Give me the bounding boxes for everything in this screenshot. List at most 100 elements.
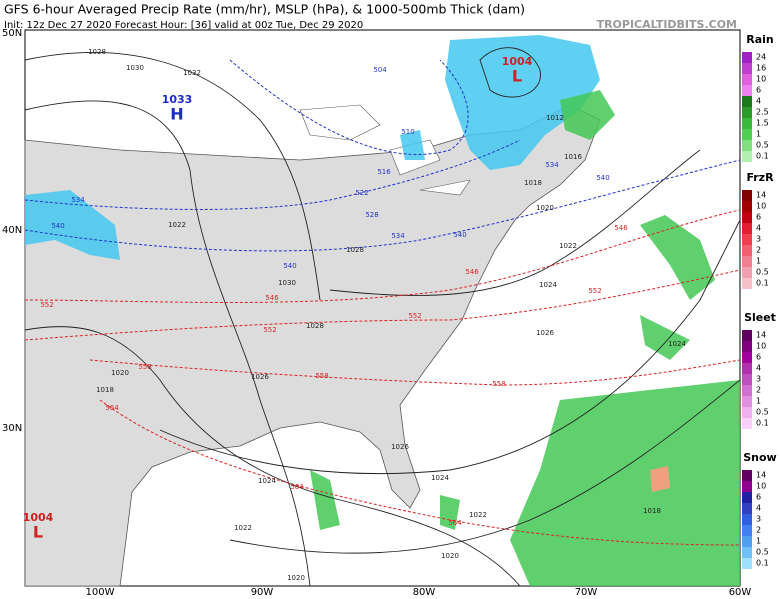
- lon-label: 60W: [729, 587, 752, 598]
- legend-tick: 4: [756, 364, 761, 373]
- legend-tick: 6: [756, 353, 761, 362]
- legend-swatch: [742, 151, 752, 162]
- isobar-label: 1016: [564, 153, 582, 161]
- mixed-area: [650, 466, 670, 492]
- snow-area: [25, 190, 120, 260]
- legend-tick: 4: [756, 504, 761, 513]
- isobar-label: 1028: [346, 246, 364, 254]
- isobar-label: 1022: [559, 242, 577, 250]
- legend-swatch: [742, 374, 752, 385]
- isobar-label: 1020: [441, 552, 459, 560]
- legend-swatch: [742, 52, 752, 63]
- legend-tick: 1: [756, 537, 761, 546]
- legend-tick: 16: [756, 64, 766, 73]
- legend-tick: 1: [756, 397, 761, 406]
- legend-tick: 0.5: [756, 408, 769, 417]
- thickness-label: 540: [283, 262, 296, 270]
- map: [24, 29, 741, 587]
- legend-swatch: [742, 341, 752, 352]
- legend-tick: 0.1: [756, 279, 769, 288]
- legend-tick: 0.1: [756, 152, 769, 161]
- legend-tick: 10: [756, 75, 766, 84]
- thickness-line: [99, 399, 741, 546]
- legend-tick: 14: [756, 191, 766, 200]
- legend-swatch: [742, 256, 752, 267]
- legend-tick: 1.5: [756, 119, 769, 128]
- legend-swatch: [742, 74, 752, 85]
- thickness-line: [24, 269, 741, 341]
- legend-swatch: [742, 407, 752, 418]
- pressure-value: 1033: [162, 93, 193, 106]
- legend-swatch: [742, 536, 752, 547]
- thickness-label: 540: [453, 231, 466, 239]
- isobar-label: 1030: [278, 279, 296, 287]
- isobar-label: 1020: [536, 204, 554, 212]
- lat-label: 30N: [2, 423, 22, 434]
- thickness-label: 540: [596, 174, 609, 182]
- legend-tick: 2: [756, 246, 761, 255]
- thickness-label: 558: [138, 363, 151, 371]
- legend-tick: 10: [756, 202, 766, 211]
- legend-swatch: [742, 385, 752, 396]
- legend-tick: 10: [756, 482, 766, 491]
- legend-swatch: [742, 212, 752, 223]
- legend-tick: 10: [756, 342, 766, 351]
- lat-label: 40N: [2, 225, 22, 236]
- isobar-label: 1026: [391, 443, 409, 451]
- legend-swatch: [742, 140, 752, 151]
- pressure-value: 1004: [23, 511, 54, 524]
- isobar-label: 1024: [539, 281, 557, 289]
- isobar-label: 1028: [88, 48, 106, 56]
- isobar-label: 1018: [96, 386, 114, 394]
- thickness-line: [24, 139, 521, 210]
- thickness-label: 540: [51, 222, 64, 230]
- legend: Rain241610642.51.510.50.1FrzR1410643210.…: [742, 33, 777, 569]
- legend-swatch: [742, 418, 752, 429]
- thickness-label: 534: [391, 232, 405, 240]
- legend-swatch: [742, 63, 752, 74]
- legend-swatch: [742, 85, 752, 96]
- isobar-label: 1018: [643, 507, 661, 515]
- isobar-label: 1022: [469, 511, 487, 519]
- legend-tick: 0.1: [756, 419, 769, 428]
- thickness-label: 546: [614, 224, 628, 232]
- legend-title: Snow: [743, 451, 776, 464]
- isobar-label: 1024: [431, 474, 449, 482]
- legend-swatch: [742, 190, 752, 201]
- thickness-label: 564: [290, 483, 304, 491]
- thickness-line: [24, 209, 741, 303]
- snow-area: [400, 35, 600, 170]
- thickness-label: 552: [40, 301, 53, 309]
- legend-swatch: [742, 470, 752, 481]
- legend-swatch: [742, 118, 752, 129]
- legend-swatch: [742, 525, 752, 536]
- pressure-letter: L: [512, 67, 522, 86]
- thickness-label: 546: [465, 268, 479, 276]
- lat-label: 50N: [2, 28, 22, 39]
- isobar-label: 1024: [668, 340, 686, 348]
- legend-tick: 3: [756, 515, 761, 524]
- isobar: [229, 379, 741, 554]
- thickness-label: 558: [492, 380, 505, 388]
- thickness-label: 534: [545, 161, 559, 169]
- legend-swatch: [742, 558, 752, 569]
- thickness-label: 564: [448, 519, 462, 527]
- legend-swatch: [742, 514, 752, 525]
- isobar-label: 1026: [251, 373, 269, 381]
- isobar: [479, 47, 541, 98]
- legend-tick: 14: [756, 331, 766, 340]
- legend-tick: 2: [756, 526, 761, 535]
- title: GFS 6-hour Averaged Precip Rate (mm/hr),…: [4, 2, 525, 17]
- legend-swatch: [742, 363, 752, 374]
- legend-tick: 0.5: [756, 141, 769, 150]
- legend-swatch: [742, 223, 752, 234]
- legend-tick: 6: [756, 213, 761, 222]
- legend-swatch: [742, 96, 752, 107]
- legend-title: Rain: [746, 33, 774, 46]
- thickness-label: 528: [365, 211, 378, 219]
- thickness-line: [89, 359, 741, 386]
- legend-swatch: [742, 503, 752, 514]
- pressure-letter: H: [170, 105, 183, 124]
